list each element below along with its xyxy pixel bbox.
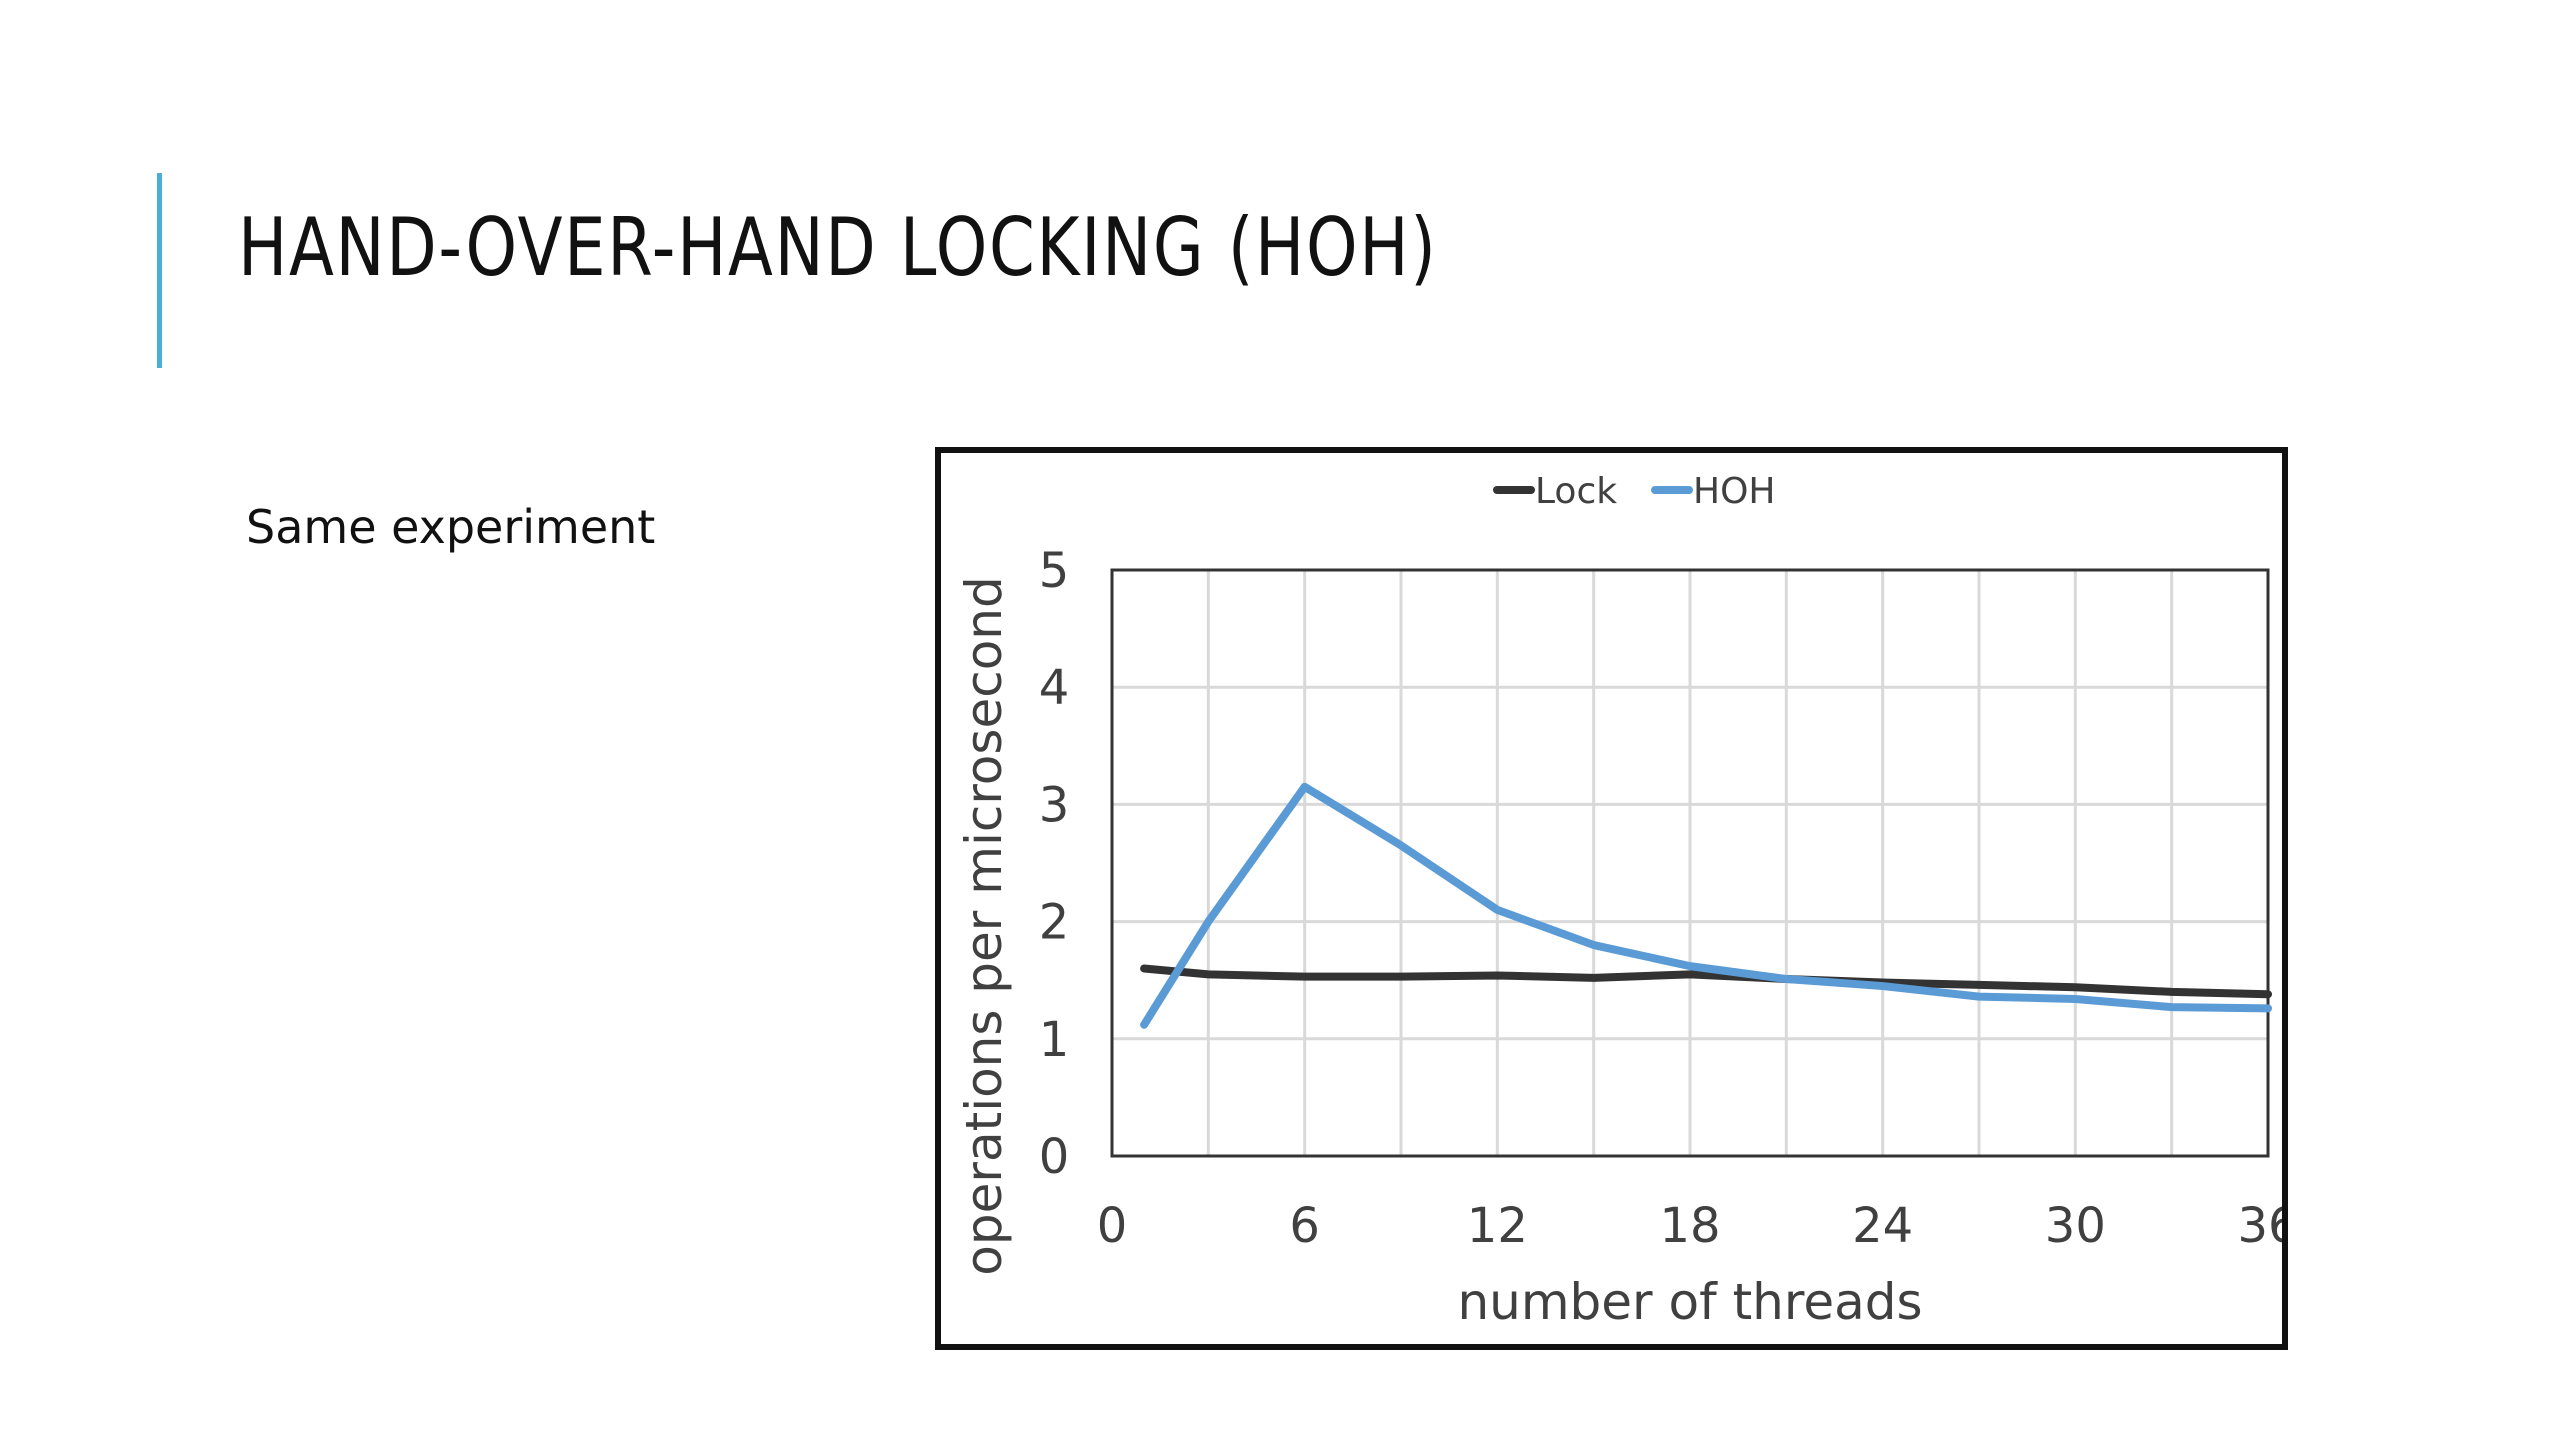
slide-title: HAND-OVER-HAND LOCKING (HOH) [238,201,1438,294]
legend-label-hoh: HOH [1693,471,1775,512]
y-tick-label: 5 [1039,543,1070,599]
x-tick-label: 12 [1467,1198,1528,1254]
y-axis-title: operations per microsecond [955,576,1013,1275]
y-tick-label: 1 [1039,1012,1070,1068]
y-tick-label: 0 [1039,1129,1070,1185]
chart-frame: 061218243036012345number of threadsopera… [935,447,2288,1350]
x-axis-title: number of threads [1457,1273,1922,1331]
series-line-hoh [1140,782,2272,1029]
x-tick-label: 24 [1852,1198,1913,1254]
plot-area-border [1110,568,2270,1158]
y-tick-label: 4 [1039,660,1070,716]
x-tick-label: 18 [1659,1198,1720,1254]
x-tick-label: 30 [2045,1198,2106,1254]
y-tick-label: 2 [1039,895,1070,951]
y-tick-label: 3 [1039,777,1070,833]
x-tick-label: 0 [1097,1198,1128,1254]
x-tick-label: 6 [1289,1198,1320,1254]
legend-label-lock: Lock [1535,471,1617,512]
bullet-text: Same experiment [246,500,656,554]
series-line-lock [1140,964,2272,999]
line-chart: 061218243036012345number of threadsopera… [955,471,2282,1331]
title-accent-bar [157,173,162,368]
x-tick-label: 36 [2237,1198,2282,1254]
